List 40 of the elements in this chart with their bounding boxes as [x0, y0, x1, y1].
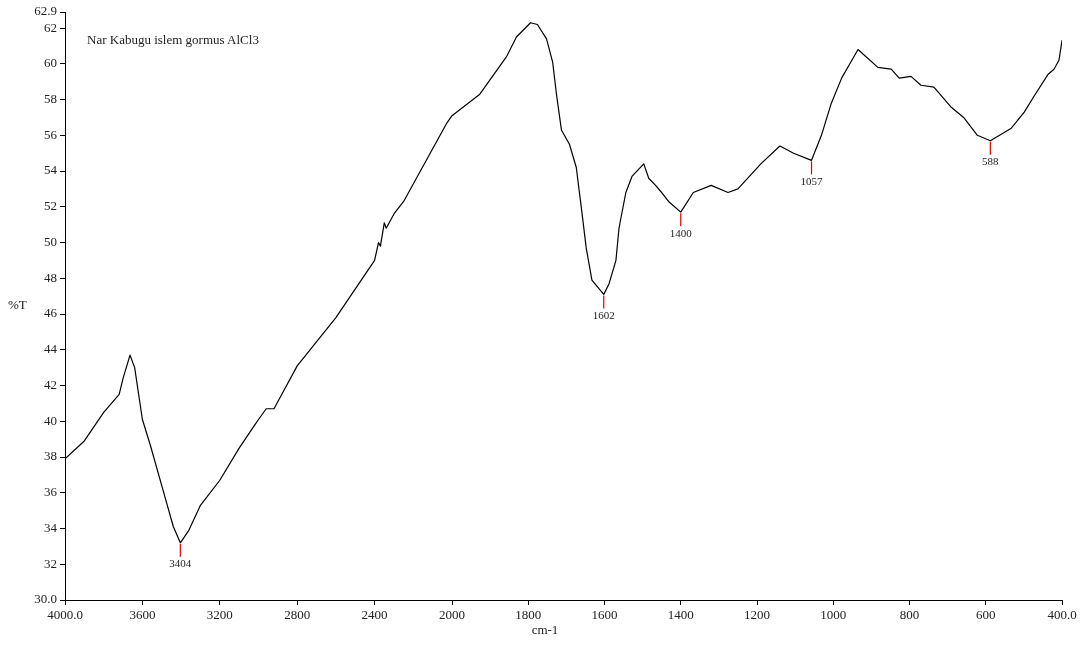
y-tick-label: 48 — [44, 269, 57, 285]
y-axis-title: %T — [8, 297, 27, 313]
y-tick-label: 62.9 — [34, 3, 57, 19]
y-tick-label: 52 — [44, 198, 57, 214]
y-tick-label: 54 — [44, 162, 58, 178]
y-tick-label: 42 — [44, 376, 57, 392]
y-tick-label: 40 — [44, 412, 57, 428]
x-tick-label: 2800 — [284, 607, 311, 623]
y-tick-label: 50 — [44, 233, 57, 249]
x-tick-label: 3200 — [206, 607, 233, 623]
y-tick-label: 32 — [44, 555, 57, 571]
annotation: 1400 — [669, 226, 693, 239]
annotation: 1602 — [592, 308, 615, 321]
text: Nar Kabugu islem gormus AlCl3 — [87, 32, 259, 48]
y-tick-label: 56 — [44, 126, 58, 142]
x-tick-label: 1200 — [744, 607, 770, 623]
annotation: 1057 — [800, 174, 824, 187]
x-tick-label: 800 — [899, 607, 920, 623]
x-tick-label: 3600 — [129, 607, 156, 623]
y-tick-label: 36 — [44, 484, 58, 500]
x-tick-label: 2000 — [439, 607, 465, 623]
y-tick-label: 58 — [44, 91, 57, 106]
y-tick-label: 44 — [44, 341, 58, 357]
y-tick-label: 46 — [44, 305, 58, 321]
x-tick-label: 600 — [976, 607, 996, 623]
x-tick-label: 1600 — [591, 607, 618, 623]
x-tick-label: 400.0 — [1047, 607, 1077, 623]
y-tick-label: 62 — [44, 19, 57, 35]
y-tick-label: 38 — [44, 448, 57, 464]
x-tick-label: 4000.0 — [47, 607, 83, 623]
y-tick-label: 30.0 — [34, 591, 57, 607]
y-tick-label: 34 — [44, 519, 58, 535]
x-tick-label: 1400 — [667, 607, 694, 623]
x-tick-label: 1000 — [820, 607, 847, 623]
annotation: 588 — [982, 155, 1000, 168]
x-tick-label: 1800 — [515, 607, 542, 623]
annotation: 3404 — [169, 557, 192, 570]
x-axis-title: cm-1 — [531, 621, 559, 637]
x-tick-label: 2400 — [361, 607, 388, 623]
y-tick-label: 60 — [44, 55, 57, 71]
